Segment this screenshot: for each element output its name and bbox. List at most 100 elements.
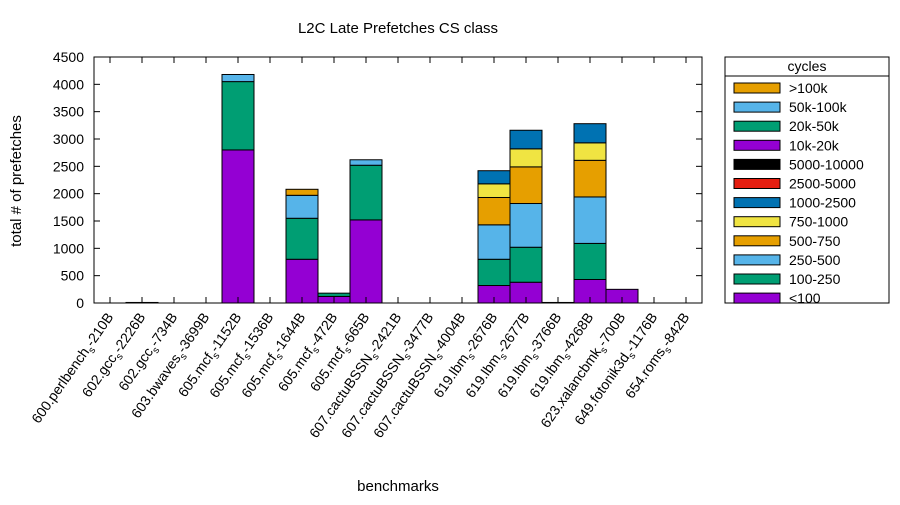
bar-segment xyxy=(477,183,511,198)
legend-label: 750-1000 xyxy=(789,214,848,230)
x-tick-label-suffix: -3766B xyxy=(525,310,564,356)
y-tick-label: 1500 xyxy=(53,213,84,229)
x-tick-label-subscript: s xyxy=(150,345,162,355)
legend-label: 1000-2500 xyxy=(789,195,856,211)
bar-segment xyxy=(477,170,511,185)
legend-swatch xyxy=(733,82,781,94)
bar-segment xyxy=(477,258,511,287)
legend-label: 2500-5000 xyxy=(789,176,856,192)
bar-segment xyxy=(349,219,383,304)
bar-segment xyxy=(285,194,319,219)
legend-label: 50k-100k xyxy=(789,99,848,115)
x-tick-label-suffix: -4004B xyxy=(429,310,468,356)
bar-segment xyxy=(285,217,319,260)
x-tick-label-subscript: s xyxy=(562,352,574,362)
x-tick-label-suffix: -3477B xyxy=(397,310,436,356)
x-tick-label-suffix: -842B xyxy=(658,310,693,350)
bar-segment xyxy=(509,203,543,248)
legend-label: >100k xyxy=(789,80,829,96)
legend-title: cycles xyxy=(788,58,827,74)
bar-segment xyxy=(349,164,383,221)
y-tick-label: 4500 xyxy=(53,49,84,65)
x-tick-label-suffix: -2677B xyxy=(493,310,532,356)
legend-swatch xyxy=(733,158,781,170)
x-tick-label-subscript: s xyxy=(530,352,542,362)
legend-label: 20k-50k xyxy=(789,118,840,134)
legend-swatch xyxy=(733,254,781,266)
x-tick-label-suffix: -472B xyxy=(306,310,341,350)
bar-segment xyxy=(221,81,255,151)
x-axis-label: benchmarks xyxy=(357,478,439,495)
bar-segment xyxy=(477,196,511,226)
y-tick-label: 1000 xyxy=(53,240,84,256)
x-tick-label-subscript: s xyxy=(211,351,223,361)
legend-items: >100k 50k-100k 20k-50k 10k-20k 5000-10000 250… xyxy=(733,80,864,306)
x-tick-label-subscript: s xyxy=(310,345,322,355)
y-tick-label: 500 xyxy=(61,268,85,284)
y-axis-label: total # of prefetches xyxy=(8,115,25,247)
bar-segment xyxy=(509,129,543,150)
x-tick-label-suffix: -2676B xyxy=(461,310,500,356)
x-tick-label-subscript: s xyxy=(662,345,674,355)
x-tick-label-subscript: s xyxy=(402,352,414,362)
bar-segment xyxy=(509,148,543,168)
legend-swatch xyxy=(733,197,781,209)
legend-label: 5000-10000 xyxy=(789,156,864,172)
bar-segment xyxy=(573,242,607,280)
x-tick-label-subscript: s xyxy=(498,352,510,362)
x-tick-label-subscript: s xyxy=(627,351,639,361)
x-tick-label-subscript: s xyxy=(178,352,190,362)
legend-swatch xyxy=(733,101,781,113)
y-tick-label: 3500 xyxy=(53,104,84,120)
x-tick-label-subscript: s xyxy=(370,352,382,362)
y-axis-ticks: 0 500 1000 1500 2000 2500 3000 3500 4000 4500 xyxy=(53,49,702,311)
legend-swatch xyxy=(733,178,781,189)
legend-swatch xyxy=(733,216,781,228)
bars-layer xyxy=(125,73,639,304)
x-tick-label-subscript: s xyxy=(598,345,610,355)
bar-segment xyxy=(573,159,607,198)
x-tick-label-subscript: s xyxy=(242,352,254,362)
y-tick-label: 2500 xyxy=(53,158,84,174)
x-tick-label-suffix: -1536B xyxy=(237,310,276,356)
y-tick-label: 2000 xyxy=(53,186,84,202)
bar-segment xyxy=(221,149,255,304)
x-tick-label-suffix: -2421B xyxy=(365,310,404,356)
legend-swatch xyxy=(733,139,781,151)
plot-frame xyxy=(93,56,703,304)
legend-swatch xyxy=(733,235,781,247)
y-tick-label: 4000 xyxy=(53,76,84,92)
x-tick-label-subscript: s xyxy=(342,345,354,355)
legend-label: 10k-20k xyxy=(789,137,840,153)
bar-segment xyxy=(573,196,607,244)
bar-segment xyxy=(477,224,511,260)
legend-label: <100 xyxy=(789,290,821,306)
legend-box xyxy=(724,56,890,304)
bar-segment xyxy=(221,73,255,83)
bar-segment xyxy=(317,292,351,297)
legend-swatch xyxy=(733,120,781,132)
bar-segment xyxy=(285,188,319,196)
legend-label: 250-500 xyxy=(789,252,841,268)
x-tick-label-subscript: s xyxy=(434,352,446,362)
y-tick-label: 0 xyxy=(76,295,84,311)
legend-label: 500-750 xyxy=(789,233,841,249)
legend: cycles >100k 50k-100k 20k-50k 10k-20k 5000-1… xyxy=(724,56,890,306)
x-tick-label-suffix: -3699B xyxy=(173,310,212,356)
x-tick-label-subscript: s xyxy=(466,352,478,362)
x-tick-label-subscript: s xyxy=(274,352,286,362)
x-tick-label-subscript: s xyxy=(86,345,98,355)
bar-segment xyxy=(349,159,383,166)
bar-segment xyxy=(285,258,319,304)
legend-label: 100-250 xyxy=(789,271,841,287)
legend-swatch xyxy=(733,292,781,304)
bar-segment xyxy=(509,246,543,283)
y-tick-label: 3000 xyxy=(53,131,84,147)
bar-segment xyxy=(573,142,607,161)
bar-segment xyxy=(573,123,607,144)
x-tick-label-subscript: s xyxy=(114,352,126,362)
bar-segment xyxy=(509,166,543,205)
chart-title: L2C Late Prefetches CS class xyxy=(298,20,498,37)
legend-swatch xyxy=(733,273,781,285)
